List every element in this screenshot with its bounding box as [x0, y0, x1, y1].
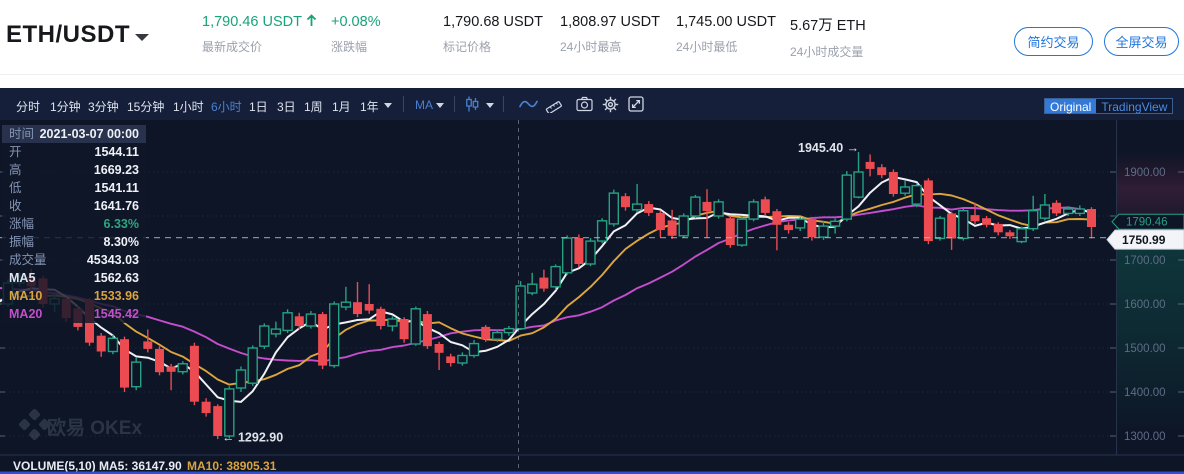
svg-text:1945.40 →: 1945.40 → — [798, 141, 859, 155]
svg-text:1900.00: 1900.00 — [1124, 167, 1166, 179]
svg-text:VOLUME(5,10): VOLUME(5,10) — [13, 459, 96, 473]
svg-text:1750.99: 1750.99 — [1122, 233, 1166, 247]
svg-text:欧易 OKEx: 欧易 OKEx — [47, 416, 142, 439]
svg-text:1600.00: 1600.00 — [1124, 299, 1166, 311]
svg-text:1790.46: 1790.46 — [1126, 217, 1168, 229]
svg-text:1700.00: 1700.00 — [1124, 255, 1166, 267]
svg-text:1300.00: 1300.00 — [1124, 431, 1166, 443]
svg-text:1400.00: 1400.00 — [1124, 387, 1166, 399]
svg-text:← 1292.90: ← 1292.90 — [222, 430, 283, 444]
svg-text:MA5: 36147.90: MA5: 36147.90 — [99, 459, 182, 473]
svg-text:1500.00: 1500.00 — [1124, 343, 1166, 355]
svg-text:MA10: 38905.31: MA10: 38905.31 — [187, 459, 277, 473]
